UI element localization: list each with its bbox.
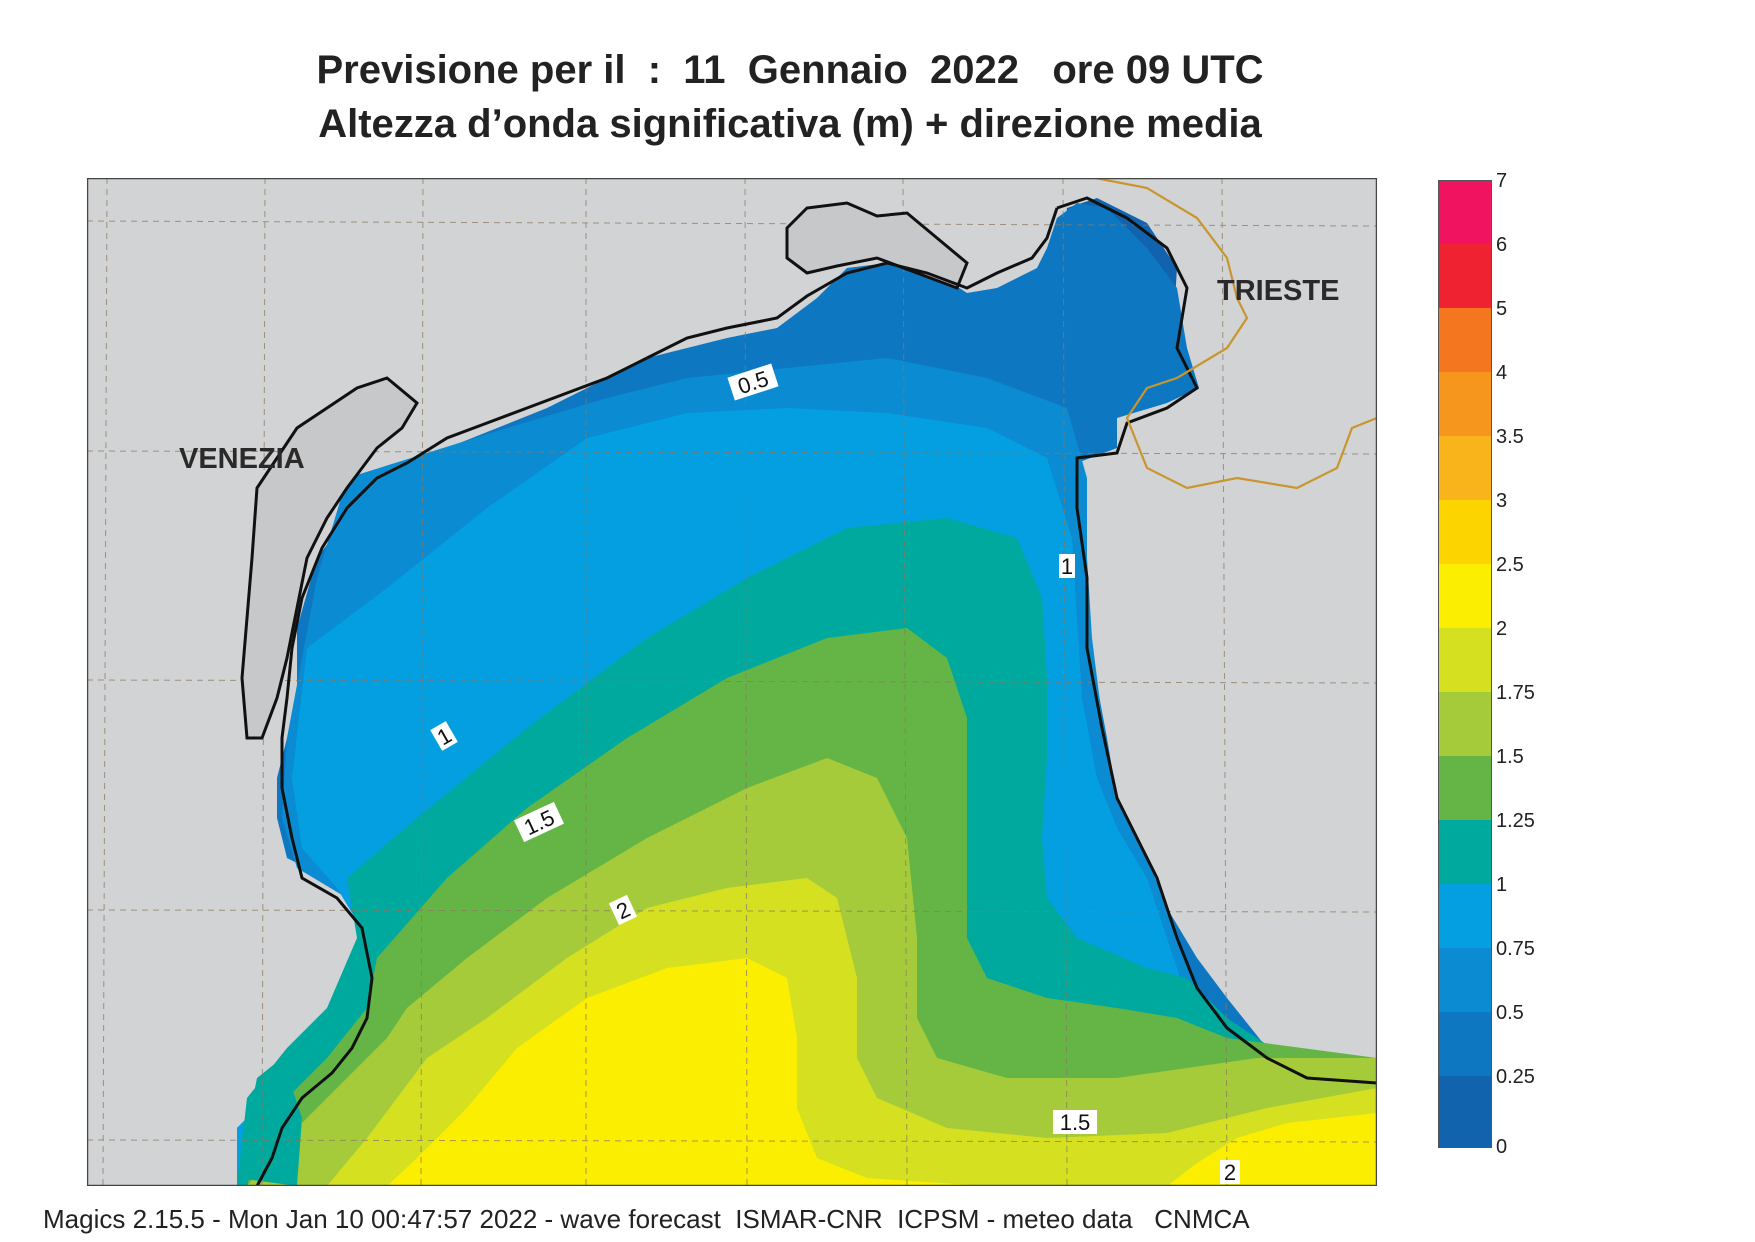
legend-swatch-0-5-0-75 xyxy=(1438,948,1492,1012)
legend-label: 1.5 xyxy=(1496,746,1524,768)
wave-height-map: … 0.5 1 1 1.5 1.5 2 2 VENEZIA TRIESTE xyxy=(87,178,1377,1186)
legend-label: 1.25 xyxy=(1496,810,1535,832)
legend-swatch-1-25-1-5 xyxy=(1438,756,1492,820)
legend-label: 0.25 xyxy=(1496,1066,1535,1088)
legend-swatch-0-0-25 xyxy=(1438,1076,1492,1148)
legend-label: 0.5 xyxy=(1496,1002,1524,1024)
legend-label: 3 xyxy=(1496,490,1508,512)
legend-swatch-1-1-25 xyxy=(1438,820,1492,884)
legend-swatch-2-2-5 xyxy=(1438,564,1492,628)
legend-swatch-2-5-3 xyxy=(1438,500,1492,564)
lat-lon-grid xyxy=(87,178,1377,1186)
north-istria-coast xyxy=(1056,196,1377,1085)
coastline-west xyxy=(255,356,648,1186)
contour-label: 1.5 xyxy=(1060,1110,1091,1135)
band-2-00-east xyxy=(1167,1113,1377,1186)
band-1-25-lagoon xyxy=(237,1058,302,1186)
legend-swatch-3-5-4 xyxy=(1438,372,1492,436)
forecast-title: Previsione per il : 11 Gennaio 2022 ore … xyxy=(316,48,1264,92)
city-label-venezia: VENEZIA xyxy=(179,443,305,475)
legend-label: 1 xyxy=(1496,874,1508,896)
legend-label: 2 xyxy=(1496,618,1508,640)
city-label-trieste: TRIESTE xyxy=(1217,275,1339,307)
map-frame xyxy=(87,178,1377,1186)
legend-label: 4 xyxy=(1496,362,1508,384)
coastline-north xyxy=(646,207,1059,360)
contour-label: 2 xyxy=(1224,1160,1236,1185)
land-features xyxy=(240,196,1377,1085)
legend-label: 2.5 xyxy=(1496,554,1524,576)
band-2-00 xyxy=(387,958,987,1186)
legend-label: 0 xyxy=(1496,1136,1508,1158)
contour-label: 1 xyxy=(1061,554,1073,579)
slovenia-border xyxy=(1094,178,1377,490)
map-subtitle: Altezza d’onda significativa (m) + direz… xyxy=(318,102,1262,146)
footer-credits: Magics 2.15.5 - Mon Jan 10 00:47:57 2022… xyxy=(43,1204,1250,1234)
color-scale-legend xyxy=(1438,180,1492,1148)
sea-area xyxy=(237,198,1377,1186)
legend-swatch-3-3-5 xyxy=(1438,436,1492,500)
alpine-peninsula xyxy=(785,201,969,290)
venice-lagoon-land xyxy=(240,376,419,740)
legend-swatch-4-5 xyxy=(1438,308,1492,372)
legend-swatch-6-7 xyxy=(1438,180,1492,244)
legend-label: 7 xyxy=(1496,170,1508,192)
legend-swatch-0-75-1 xyxy=(1438,884,1492,948)
legend-swatch-1-75-2 xyxy=(1438,628,1492,692)
legend-label: 5 xyxy=(1496,298,1508,320)
legend-label: 6 xyxy=(1496,234,1508,256)
legend-swatch-1-5-1-75 xyxy=(1438,692,1492,756)
legend-swatch-5-6 xyxy=(1438,244,1492,308)
legend-label: 0.75 xyxy=(1496,938,1535,960)
legend-swatch-0-25-0-5 xyxy=(1438,1012,1492,1076)
legend-label: 3.5 xyxy=(1496,426,1524,448)
legend-label: 1.75 xyxy=(1496,682,1535,704)
